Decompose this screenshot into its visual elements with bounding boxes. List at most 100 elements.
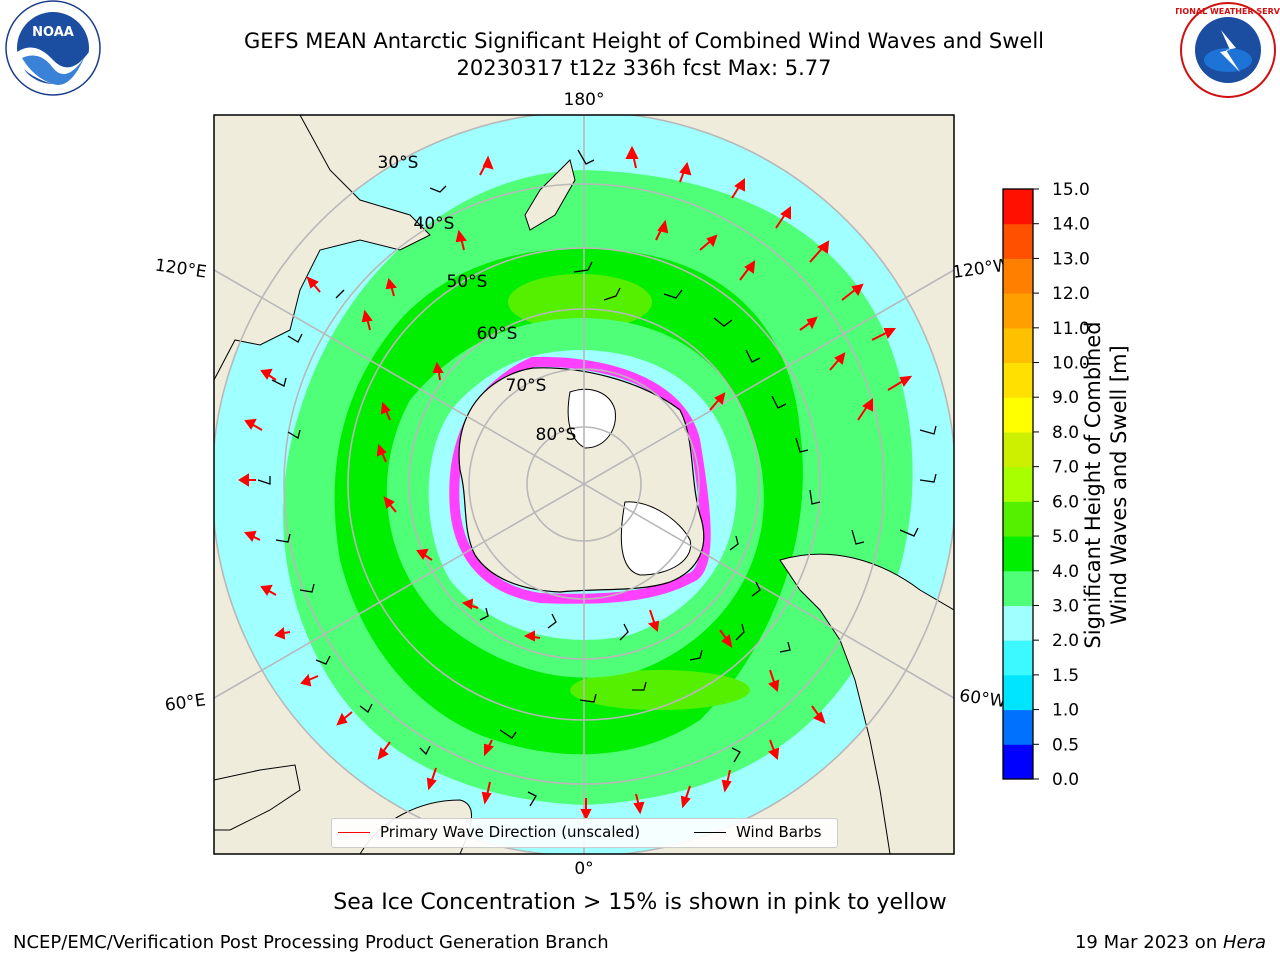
wave-band-5-6m (508, 274, 652, 330)
wind-barb (419, 745, 431, 756)
south-america-land (779, 553, 954, 854)
colorbar-segment (1003, 744, 1033, 780)
wind-barb (851, 529, 865, 545)
chart-subtitle: 20230317 t12z 336h fcst Max: 5.77 (456, 56, 832, 80)
wave-arrow (455, 229, 467, 251)
wave-arrow (811, 705, 826, 724)
wind-barb (573, 261, 593, 273)
wave-arrow (416, 548, 433, 561)
wind-barb (429, 185, 447, 193)
colorbar-segment (1003, 431, 1033, 468)
wave-arrow (336, 711, 353, 726)
wave-arrow (841, 283, 864, 301)
wave-arrow (625, 145, 639, 169)
lon-label-120e: 120°E (154, 256, 208, 283)
wind-barb (547, 613, 557, 629)
colorbar-segment (1003, 223, 1033, 259)
colorbar-segment (1003, 536, 1033, 572)
wave-arrow (432, 361, 444, 381)
colorbar-tick-label: 6.0 (1052, 492, 1079, 512)
wave-arrow (680, 785, 691, 809)
wave-arrow (721, 769, 732, 793)
nws-logo-text: NATIONAL WEATHER SERVICE (1176, 7, 1280, 16)
wind-barb (335, 289, 345, 299)
sea-ice-ring (449, 356, 711, 604)
wind-barb (735, 623, 745, 641)
wave-arrow (857, 398, 873, 421)
wind-barb (809, 489, 821, 505)
legend-line-wave (338, 831, 370, 833)
wave-arrow (481, 781, 492, 805)
wind-barb (275, 533, 291, 543)
colorbar-segment (1003, 570, 1033, 606)
wave-arrow (731, 178, 745, 199)
wave-arrow (461, 598, 479, 610)
lat-label-50s: 50°S (447, 272, 488, 292)
wave-arrow (887, 375, 913, 391)
wind-barb (713, 317, 733, 327)
wind-barb (779, 641, 791, 653)
wave-arrow (260, 368, 277, 381)
colorbar-tick-label: 0.5 (1052, 735, 1079, 755)
meridian-60e-120w (214, 269, 954, 699)
colorbar-tick-label: 14.0 (1052, 215, 1090, 235)
wave-arrow (709, 392, 726, 411)
wind-barbs (257, 149, 937, 807)
lon-label-180: 180° (564, 90, 605, 110)
footer-date: 19 Mar 2023 on Hera (1075, 932, 1266, 953)
wind-barb (619, 623, 629, 641)
colorbar-segment (1003, 397, 1033, 433)
wind-barb (689, 649, 703, 661)
colorbar-tick-label: 1.0 (1052, 701, 1079, 721)
wave-arrow (376, 443, 387, 463)
wave-arrow (244, 418, 263, 431)
wind-barb (359, 703, 373, 713)
wave-arrow (647, 609, 660, 632)
wind-barb (315, 655, 331, 665)
wind-barb (287, 429, 301, 440)
wave-arrow (580, 798, 592, 821)
wind-barb (579, 693, 597, 703)
wind-barb (603, 287, 621, 301)
wind-barb (577, 149, 595, 165)
colorbar-tick-label: 10.0 (1052, 354, 1090, 374)
colorbar-segment (1003, 709, 1033, 745)
colorbar-tick-label: 9.0 (1052, 388, 1079, 408)
wind-barb (632, 681, 647, 691)
wave-arrow (306, 276, 321, 293)
wave-direction-arrows (238, 145, 913, 821)
colorbar-tick-label: 7.0 (1052, 458, 1079, 478)
wave-arrow (829, 352, 846, 371)
colorbar-tick-label: 2.0 (1052, 631, 1079, 651)
wind-barb (663, 289, 683, 299)
colorbar-tick-label: 13.0 (1052, 249, 1090, 269)
wave-arrow (523, 630, 541, 642)
wave-arrow (238, 473, 256, 487)
colorbar-segment (1003, 258, 1033, 294)
wave-arrow (385, 277, 397, 297)
legend-item-wind-barbs: Wind Barbs (694, 823, 821, 841)
wave-arrow (377, 741, 391, 760)
wind-barb (731, 747, 741, 763)
wave-arrow (426, 767, 437, 791)
wind-barb (299, 583, 315, 593)
wave-arrow (484, 739, 494, 757)
map-content (214, 115, 954, 854)
lat-label-60s: 60°S (477, 324, 518, 344)
wind-barb (479, 607, 489, 621)
lat-label-30s: 30°S (378, 153, 419, 173)
wave-arrow (719, 629, 733, 649)
wave-arrow (260, 584, 277, 596)
colorbar-tick-label: 1.5 (1052, 666, 1079, 686)
footer-branch: NCEP/EMC/Verification Post Processing Pr… (13, 932, 609, 953)
wave-arrow (300, 673, 319, 687)
colorbar-segment (1003, 674, 1033, 711)
wave-arrow (739, 260, 756, 281)
colorbar-segment (1003, 466, 1033, 502)
wave-arrow (361, 309, 373, 331)
colorbar-tick-label: 3.0 (1052, 596, 1079, 616)
wave-arrow (380, 401, 391, 421)
wind-barb (919, 473, 937, 483)
legend-line-wind (694, 831, 726, 833)
wave-arrow (871, 328, 896, 341)
